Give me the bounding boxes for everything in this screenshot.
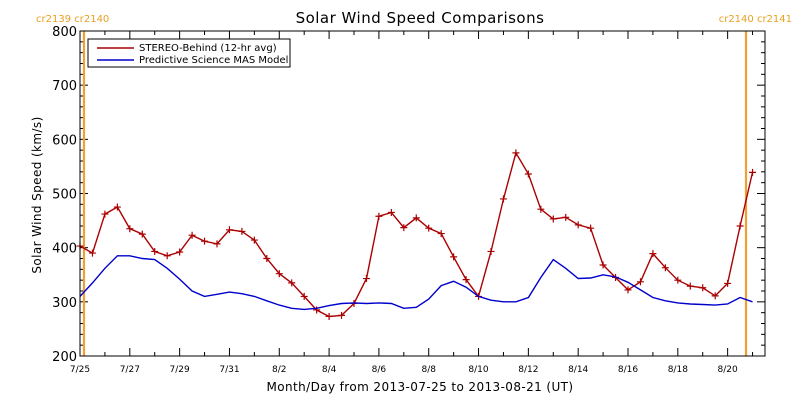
stereo-data-point [425, 224, 433, 232]
stereo-data-point [574, 221, 582, 229]
stereo-data-point [238, 227, 246, 235]
stereo-data-point [562, 213, 570, 221]
stereo-data-point [288, 279, 296, 287]
x-tick-label: 8/4 [322, 365, 337, 375]
carrington-label-right: cr2140 cr2141 [719, 14, 792, 25]
stereo-data-point [263, 255, 271, 262]
x-tick-label: 7/29 [170, 365, 190, 375]
stereo-data-point [686, 282, 694, 290]
plot-frame [79, 30, 766, 357]
stereo-data-point [163, 252, 171, 260]
stereo-data-point [151, 247, 159, 255]
stereo-data-point [549, 215, 557, 223]
carrington-label-left: cr2139 cr2140 [36, 14, 109, 25]
y-tick-label: 400 [52, 242, 77, 257]
stereo-data-point [661, 264, 669, 272]
x-tick-label: 8/18 [668, 365, 688, 375]
stereo-data-point [624, 286, 632, 294]
stereo-data-point [537, 205, 545, 213]
stereo-data-point [599, 261, 607, 269]
stereo-data-point [400, 224, 408, 232]
stereo-data-point [437, 230, 445, 238]
stereo-data-point [113, 203, 121, 211]
stereo-data-point [387, 208, 395, 216]
y-tick-label: 700 [52, 79, 77, 94]
x-tick-label: 8/20 [718, 365, 738, 375]
stereo-data-point [736, 222, 744, 230]
legend: STEREO-Behind (12-hr avg) Predictive Sci… [87, 38, 291, 68]
stereo-data-point [88, 249, 96, 257]
stereo-data-point [749, 168, 757, 176]
axis-ticks: 200 300 400 500 600 700 800 7/25 7/27 7/29 7/31 8/2… [52, 25, 765, 375]
stereo-data-point [275, 270, 283, 278]
y-tick-label: 200 [52, 350, 77, 365]
y-tick-label: 800 [52, 25, 77, 40]
stereo-data-point [636, 278, 644, 286]
x-tick-label: 8/10 [468, 365, 488, 375]
stereo-data-point [325, 312, 333, 320]
stereo-data-point [711, 292, 719, 300]
series-layer [76, 149, 757, 320]
x-tick-label: 7/31 [219, 365, 239, 375]
stereo-data-point [699, 284, 707, 292]
carrington-labels: cr2139 cr2140 cr2140 cr2141 [36, 14, 792, 25]
x-tick-label: 7/27 [120, 365, 140, 375]
x-tick-label: 8/2 [272, 365, 286, 375]
stereo-data-point [375, 212, 383, 220]
stereo-data-point [300, 292, 308, 300]
stereo-behind-line [79, 151, 754, 318]
y-tick-label: 600 [52, 133, 77, 148]
x-tick-label: 7/25 [70, 365, 90, 375]
mas-model-line [79, 255, 753, 311]
x-tick-label: 8/8 [421, 365, 436, 375]
stereo-data-point [201, 237, 209, 245]
legend-label-mas: Predictive Science MAS Model [139, 55, 288, 66]
stereo-data-point [649, 250, 657, 258]
y-axis-label: Solar Wind Speed (km/s) [30, 116, 44, 273]
x-tick-label: 8/14 [568, 365, 588, 375]
x-tick-label: 8/6 [372, 365, 387, 375]
stereo-data-point [101, 210, 109, 218]
legend-label-stereo: STEREO-Behind (12-hr avg) [139, 43, 277, 54]
x-axis-label: Month/Day from 2013-07-25 to 2013-08-21 … [267, 380, 574, 394]
stereo-data-point [674, 276, 682, 284]
stereo-data-point [512, 149, 520, 157]
y-tick-label: 300 [52, 296, 77, 311]
stereo-data-point [450, 253, 458, 261]
y-tick-label: 500 [52, 188, 77, 203]
stereo-data-point [176, 248, 184, 256]
stereo-data-point [213, 240, 221, 248]
chart-title: Solar Wind Speed Comparisons [296, 9, 545, 27]
stereo-data-point [126, 225, 134, 233]
stereo-data-point [724, 279, 732, 287]
stereo-data-point [188, 231, 196, 239]
carrington-markers [82, 31, 748, 356]
stereo-data-point [138, 230, 146, 238]
stereo-data-point [499, 195, 507, 203]
stereo-data-point [587, 224, 595, 232]
stereo-data-point [487, 247, 495, 255]
stereo-data-point [362, 275, 370, 283]
x-tick-label: 8/16 [618, 365, 638, 375]
stereo-data-point [524, 170, 532, 178]
stereo-data-point [412, 214, 420, 222]
stereo-data-point [250, 236, 258, 244]
x-tick-label: 8/12 [518, 365, 538, 375]
stereo-data-point [225, 226, 233, 234]
stereo-data-point [338, 311, 346, 319]
stereo-data-point [462, 276, 470, 284]
legend-box [87, 38, 291, 68]
